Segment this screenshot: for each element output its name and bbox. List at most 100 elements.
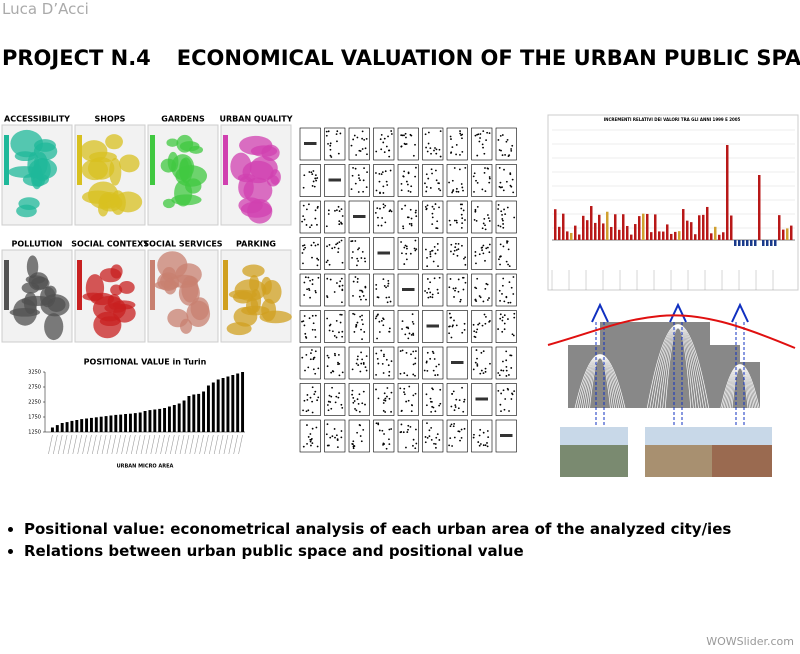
scatter-dot <box>364 260 367 263</box>
scatter-dot <box>309 440 312 443</box>
scatter-dot <box>313 185 316 188</box>
scatter-dot <box>497 328 500 330</box>
scatter-dot <box>341 222 343 225</box>
scatter-dot <box>406 374 409 377</box>
scatter-dot <box>356 264 358 267</box>
scatter-dot <box>310 444 312 447</box>
scatter-dot <box>351 256 353 259</box>
scatter-dot <box>383 433 385 435</box>
scatter-cell <box>471 127 493 161</box>
increment-bar <box>574 225 577 240</box>
scatter-cell <box>495 237 517 270</box>
scatter-dot <box>302 445 305 448</box>
scatter-dot <box>341 335 344 338</box>
scatter-dot <box>449 223 452 226</box>
scatter-dot <box>476 328 479 331</box>
scatter-dot <box>474 361 477 364</box>
scatter-dot <box>459 300 462 303</box>
scatter-dot <box>473 218 476 221</box>
scatter-dot <box>452 287 455 290</box>
scatter-dot <box>482 146 484 149</box>
scatter-dot <box>330 395 333 398</box>
scatter-dot <box>375 422 378 425</box>
scatter-dot <box>424 205 427 208</box>
scatter-dot <box>380 148 383 151</box>
scatter-dot <box>509 172 512 175</box>
scatter-dot <box>338 392 341 395</box>
scatter-dot <box>481 227 484 230</box>
scatter-dot <box>338 374 341 377</box>
scatter-dot <box>488 251 491 254</box>
scatter-dot <box>399 431 402 434</box>
category-label <box>233 434 238 455</box>
map-area <box>230 152 252 181</box>
scatter-dot <box>450 316 453 319</box>
scatter-dot <box>438 148 441 151</box>
scatter-dot <box>407 171 410 174</box>
scatter-dot <box>388 397 391 400</box>
scatter-cell <box>495 310 517 343</box>
scatter-dot <box>357 260 360 262</box>
scatter-dot <box>438 363 440 366</box>
map-legend <box>4 135 9 185</box>
scatter-dot <box>401 252 403 255</box>
scatter-dot <box>329 154 332 157</box>
scatter-dot <box>305 353 308 356</box>
scatter-dot <box>330 156 333 158</box>
scatter-dot <box>388 438 390 441</box>
scatter-dot <box>326 354 329 357</box>
scatter-dot <box>356 431 359 434</box>
scatter-dot <box>365 137 368 140</box>
scatter-cell <box>495 127 517 161</box>
map-legend <box>150 260 155 310</box>
scatter-dot <box>412 350 415 353</box>
map-label: SHOPS <box>95 115 126 124</box>
scatter-dot <box>382 402 385 404</box>
scatter-dot <box>450 151 453 154</box>
scatter-dot <box>335 395 338 398</box>
scatter-dot <box>388 443 391 446</box>
x-axis-label: URBAN MICRO AREA <box>117 464 174 470</box>
scatter-dot <box>317 259 320 261</box>
scatter-dot <box>461 244 463 247</box>
scatter-dot <box>309 358 312 361</box>
scatter-dot <box>314 244 317 247</box>
scatter-cell <box>373 127 395 161</box>
scatter-dot <box>382 278 385 281</box>
scatter-dot <box>484 444 487 447</box>
scatter-dot <box>355 362 358 365</box>
scatter-dot <box>315 426 318 429</box>
scatter-dot <box>380 173 383 176</box>
scatter-dot <box>474 254 477 257</box>
scatter-dot <box>439 189 442 192</box>
scatter-dot <box>499 181 502 184</box>
scatter-dot <box>336 438 339 441</box>
scatter-dot <box>510 367 513 369</box>
scatter-dot <box>501 330 504 333</box>
scatter-dot <box>407 428 409 431</box>
scatter-dot <box>402 225 404 228</box>
scatter-dot <box>404 244 407 247</box>
scatter-dot <box>481 324 484 327</box>
scatter-dot <box>464 167 467 169</box>
scatter-dot <box>475 349 478 351</box>
scatter-cell <box>471 346 493 380</box>
scatter-dot <box>488 297 490 299</box>
bar <box>192 394 196 432</box>
scatter-dot <box>478 322 481 325</box>
scatter-dot <box>355 323 358 326</box>
peak-marker <box>669 302 687 323</box>
scatter-dot <box>382 206 385 209</box>
category-label <box>199 434 204 455</box>
scatter-dot <box>376 358 379 360</box>
scatter-dot <box>328 263 331 266</box>
scatter-dot <box>433 208 435 210</box>
scatter-dot <box>335 434 338 437</box>
scatter-cell <box>299 346 321 380</box>
category-label <box>170 434 175 455</box>
scatter-dot <box>476 277 479 280</box>
scatter-dot <box>382 192 385 194</box>
scatter-dot <box>304 332 307 335</box>
scatter-dot <box>487 436 490 439</box>
scatter-dot <box>312 180 315 183</box>
